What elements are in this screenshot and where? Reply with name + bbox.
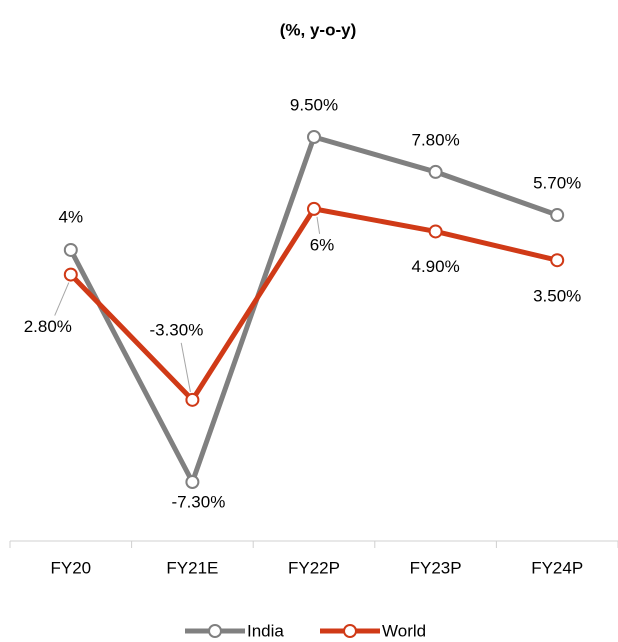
point [307,130,321,144]
point [550,253,565,268]
point [428,224,443,239]
point [63,267,78,282]
data-label: 4% [59,207,84,226]
leader-line [54,282,70,316]
leader-line [316,216,321,234]
x-tick-label: FY20 [50,558,91,577]
x-tick-label: FY24P [531,558,583,577]
data-label: 2.80% [24,317,72,336]
data-label: 9.50% [290,95,338,114]
data-label: 4.90% [411,257,459,276]
point [185,475,200,489]
x-tick-label: FY23P [410,558,462,577]
data-label: 3.50% [533,287,581,306]
point [185,392,200,407]
data-label: 5.70% [533,174,581,193]
data-label: -3.30% [149,320,203,339]
point [550,208,565,223]
legend-label: India [247,621,284,640]
data-label: 7.80% [411,130,459,149]
data-label: 6% [310,235,335,254]
point [63,242,78,257]
chart-title: (%, y-o-y) [280,20,357,39]
series-line [68,134,559,485]
leader-line [180,342,191,392]
point [307,201,321,216]
legend-marker [343,624,357,638]
x-tick-label: FY22P [288,558,340,577]
legend-marker [208,624,222,638]
point [428,164,443,179]
x-tick-label: FY21E [166,558,218,577]
legend-label: World [382,621,426,640]
data-label: -7.30% [171,492,225,511]
